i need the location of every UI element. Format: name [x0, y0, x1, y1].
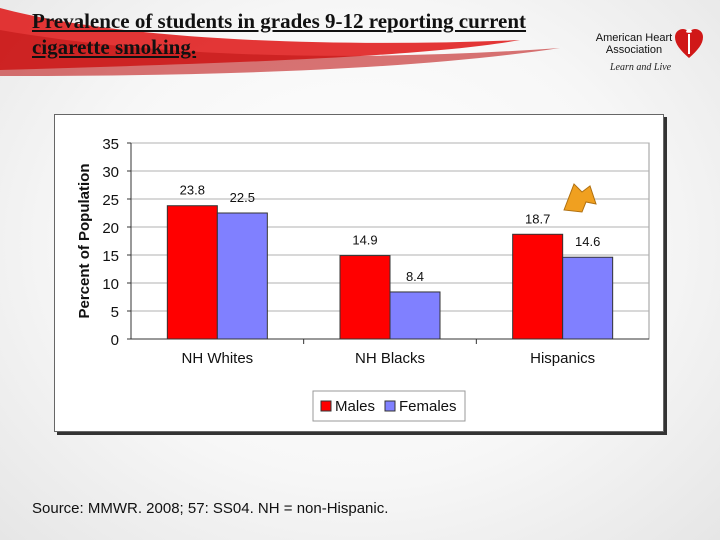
aha-logo: American Heart Association Learn and Liv… — [590, 22, 710, 78]
bar-females — [389, 291, 441, 340]
logo-line-2: Association — [605, 44, 663, 56]
data-label: 8.4 — [406, 269, 424, 284]
y-axis-title: Percent of Population — [76, 163, 93, 318]
bar-males — [339, 255, 391, 340]
legend-label-males: Males — [335, 398, 375, 415]
legend-swatch-females — [384, 400, 396, 412]
y-tick-label: 15 — [102, 248, 119, 265]
pointing-arrow-icon — [563, 183, 597, 213]
y-tick-label: 5 — [111, 304, 119, 321]
data-label: 23.8 — [180, 183, 205, 198]
slide-title: Prevalence of students in grades 9-12 re… — [32, 9, 527, 59]
bar-females — [216, 212, 268, 340]
bar-males — [512, 233, 564, 340]
data-label: 14.9 — [352, 233, 377, 248]
legend-label-females: Females — [399, 398, 457, 415]
x-tick-label: NH Blacks — [355, 350, 425, 367]
y-tick-label: 25 — [102, 192, 119, 209]
data-label: 18.7 — [525, 211, 550, 226]
x-tick-label: NH Whites — [181, 350, 253, 367]
y-tick-label: 10 — [102, 276, 119, 293]
chart-frame: 0 5 10 15 20 25 30 35 Percent of Population 23.8 2… — [54, 114, 664, 432]
data-label: 14.6 — [575, 234, 600, 249]
source-note: Source: MMWR. 2008; 57: SS04. NH = non-H… — [32, 500, 388, 517]
source-text: Source: MMWR. 2008; 57: SS04. NH = non-H… — [32, 500, 389, 517]
bar-males — [166, 205, 218, 340]
legend-swatch-males — [320, 400, 332, 412]
y-tick-label: 35 — [102, 136, 119, 153]
heart-torch-icon — [675, 29, 703, 58]
y-tick-label: 30 — [102, 164, 119, 181]
logo-tagline: Learn and Live — [610, 62, 672, 73]
y-tick-label: 20 — [102, 220, 119, 237]
bar-chart: 0 5 10 15 20 25 30 35 Percent of Population 23.8 2… — [76, 136, 650, 422]
logo-line-1: American Heart — [595, 32, 673, 44]
title-swoosh — [0, 8, 560, 76]
bar-females — [562, 256, 614, 340]
y-tick-label: 0 — [111, 332, 119, 349]
data-label: 22.5 — [230, 190, 255, 205]
x-tick-label: Hispanics — [530, 350, 595, 367]
logo-org-name: American Heart Association — [594, 32, 674, 56]
